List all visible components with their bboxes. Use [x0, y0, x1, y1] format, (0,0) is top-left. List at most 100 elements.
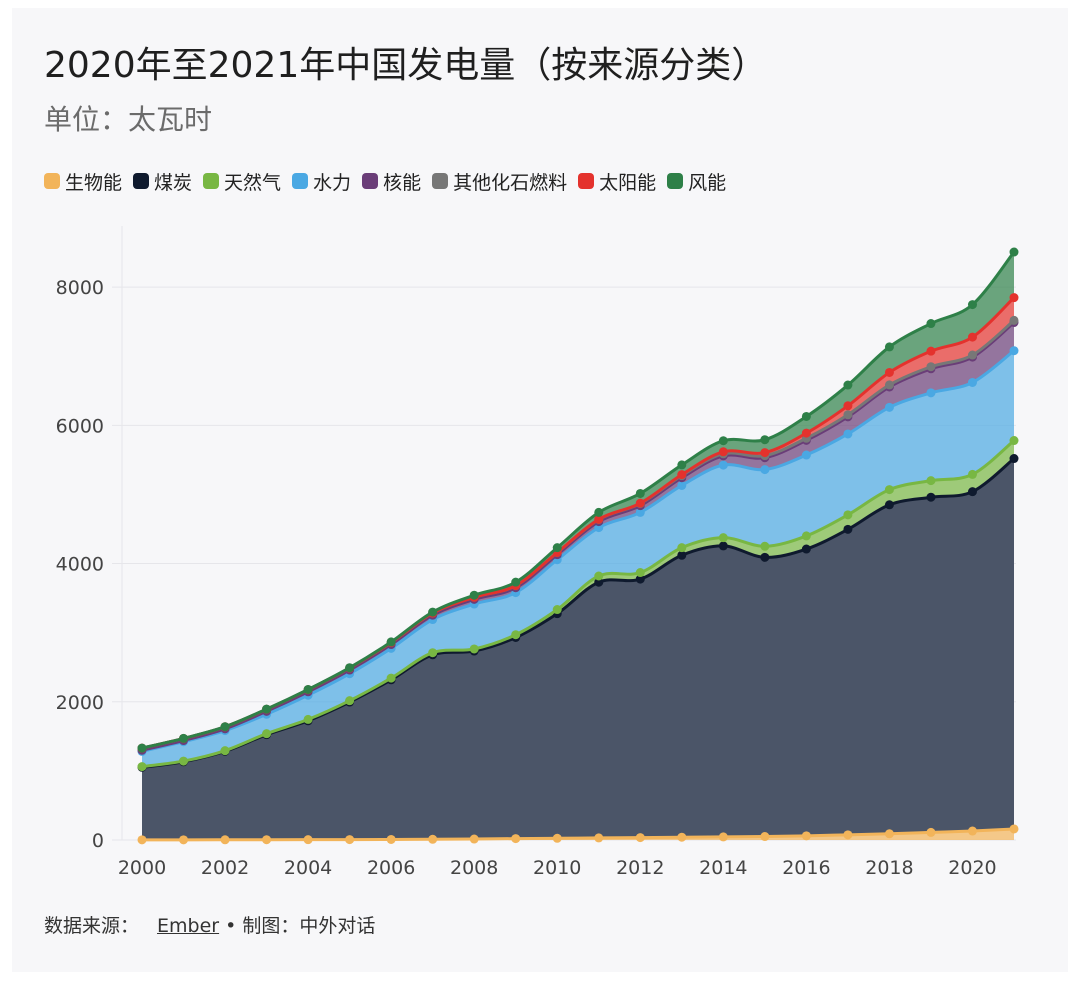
data-point-1-2013: [677, 550, 687, 560]
legend-item-coal[interactable]: 煤炭: [133, 168, 192, 195]
legend-swatch-biomass: [44, 173, 60, 189]
area-3: [142, 350, 1014, 767]
data-point-7-2016: [801, 411, 811, 421]
data-point-6-2013: [677, 470, 687, 480]
data-point-7-2018: [884, 342, 894, 352]
data-point-3-2013: [677, 480, 687, 490]
data-point-2-2007: [428, 648, 438, 658]
y-tick-label-2000: 2000: [56, 692, 104, 714]
data-point-7-2000: [137, 743, 147, 753]
x-tick-label-2002: 2002: [201, 857, 249, 879]
legend-label-solar: 太阳能: [599, 171, 657, 194]
y-tick-label-8000: 8000: [56, 277, 104, 299]
data-point-0-2010: [552, 833, 562, 843]
data-point-1-2021: [1009, 454, 1019, 464]
data-point-2-2021: [1009, 436, 1019, 446]
data-point-0-2006: [386, 834, 396, 844]
data-point-0-2013: [677, 832, 687, 842]
chart-card: 2020年至2021年中国发电量（按来源分类） 单位：太瓦时 生物能 煤炭 天然…: [12, 8, 1068, 972]
data-point-2-2017: [843, 510, 853, 520]
data-point-2-2011: [594, 571, 604, 581]
legend-item-gas[interactable]: 天然气: [203, 168, 281, 195]
data-point-1-2019: [926, 492, 936, 502]
data-point-2-2014: [718, 533, 728, 543]
data-point-6-2021: [1009, 293, 1019, 303]
data-point-7-2009: [511, 577, 521, 587]
chart-footer: 数据来源： Ember • 制图：中外对话: [44, 911, 375, 938]
legend-swatch-solar: [578, 173, 595, 189]
legend-swatch-coal: [133, 173, 150, 189]
legend-item-biomass[interactable]: 生物能: [44, 168, 122, 195]
data-point-0-2003: [262, 835, 272, 845]
data-point-6-2012: [635, 498, 645, 508]
legend-item-other-fossil[interactable]: 其他化石燃料: [432, 168, 567, 195]
data-point-0-2005: [345, 835, 355, 845]
data-point-0-2020: [967, 826, 977, 836]
data-point-7-2011: [594, 507, 604, 517]
data-point-1-2014: [718, 541, 728, 551]
data-point-2-2015: [760, 541, 770, 551]
data-point-2-2020: [967, 469, 977, 479]
x-tick-label-2020: 2020: [948, 857, 996, 879]
data-point-6-2018: [884, 367, 894, 377]
data-point-6-2015: [760, 448, 770, 458]
data-point-2-2018: [884, 485, 894, 495]
x-tick-label-2008: 2008: [450, 857, 498, 879]
legend-label-gas: 天然气: [224, 171, 282, 194]
data-point-0-2007: [428, 834, 438, 844]
data-point-0-2012: [635, 833, 645, 843]
data-point-0-2002: [220, 835, 230, 845]
series-line-2: [141, 439, 1015, 769]
legend-label-hydro: 水力: [313, 171, 352, 194]
data-point-2-2005: [345, 696, 355, 706]
data-point-6-2017: [843, 401, 853, 411]
legend-swatch-nuclear: [362, 173, 379, 189]
data-point-6-2011: [594, 514, 604, 524]
legend-label-coal: 煤炭: [154, 171, 193, 194]
data-point-5-2020: [967, 350, 977, 360]
data-point-1-2015: [760, 552, 770, 562]
data-point-0-2021: [1009, 824, 1019, 834]
source-link[interactable]: Ember: [157, 915, 220, 937]
data-point-7-2014: [718, 436, 728, 446]
data-point-2-2019: [926, 476, 936, 486]
legend-item-wind[interactable]: 风能: [667, 168, 726, 195]
data-point-2-2006: [386, 673, 396, 683]
data-point-0-2001: [179, 835, 189, 845]
data-point-7-2002: [220, 722, 230, 732]
x-tick-label-2010: 2010: [533, 857, 581, 879]
data-point-7-2017: [843, 380, 853, 390]
data-point-2-2010: [552, 605, 562, 615]
legend-label-wind: 风能: [688, 171, 727, 194]
legend-label-other-fossil: 其他化石燃料: [453, 171, 568, 194]
data-point-0-2018: [884, 829, 894, 839]
data-point-7-2012: [635, 488, 645, 498]
data-point-3-2020: [967, 377, 977, 387]
data-point-1-2017: [843, 524, 853, 534]
series-line-4: [141, 321, 1015, 752]
data-point-2-2003: [262, 729, 272, 739]
data-point-1-2020: [967, 487, 977, 497]
data-point-7-2013: [677, 460, 687, 470]
data-point-5-2021: [1009, 315, 1019, 325]
data-point-2-2000: [137, 762, 147, 772]
legend-item-nuclear[interactable]: 核能: [362, 168, 421, 195]
data-point-6-2016: [801, 428, 811, 438]
x-tick-label-2004: 2004: [284, 857, 332, 879]
series-line-7: [141, 251, 1016, 750]
x-tick-label-2016: 2016: [782, 857, 830, 879]
legend-item-solar[interactable]: 太阳能: [578, 168, 656, 195]
data-point-3-2017: [843, 429, 853, 439]
data-point-3-2015: [760, 465, 770, 475]
footer-separator: •: [225, 915, 237, 937]
data-point-0-2008: [469, 834, 479, 844]
x-tick-label-2000: 2000: [118, 857, 166, 879]
legend-label-nuclear: 核能: [383, 171, 422, 194]
data-point-7-2005: [345, 663, 355, 673]
data-point-0-2017: [843, 830, 853, 840]
data-point-6-2019: [926, 346, 936, 356]
data-point-7-2007: [428, 607, 438, 617]
chart-title: 2020年至2021年中国发电量（按来源分类）: [44, 45, 768, 86]
data-point-1-2016: [801, 544, 811, 554]
legend-item-hydro[interactable]: 水力: [292, 168, 351, 195]
